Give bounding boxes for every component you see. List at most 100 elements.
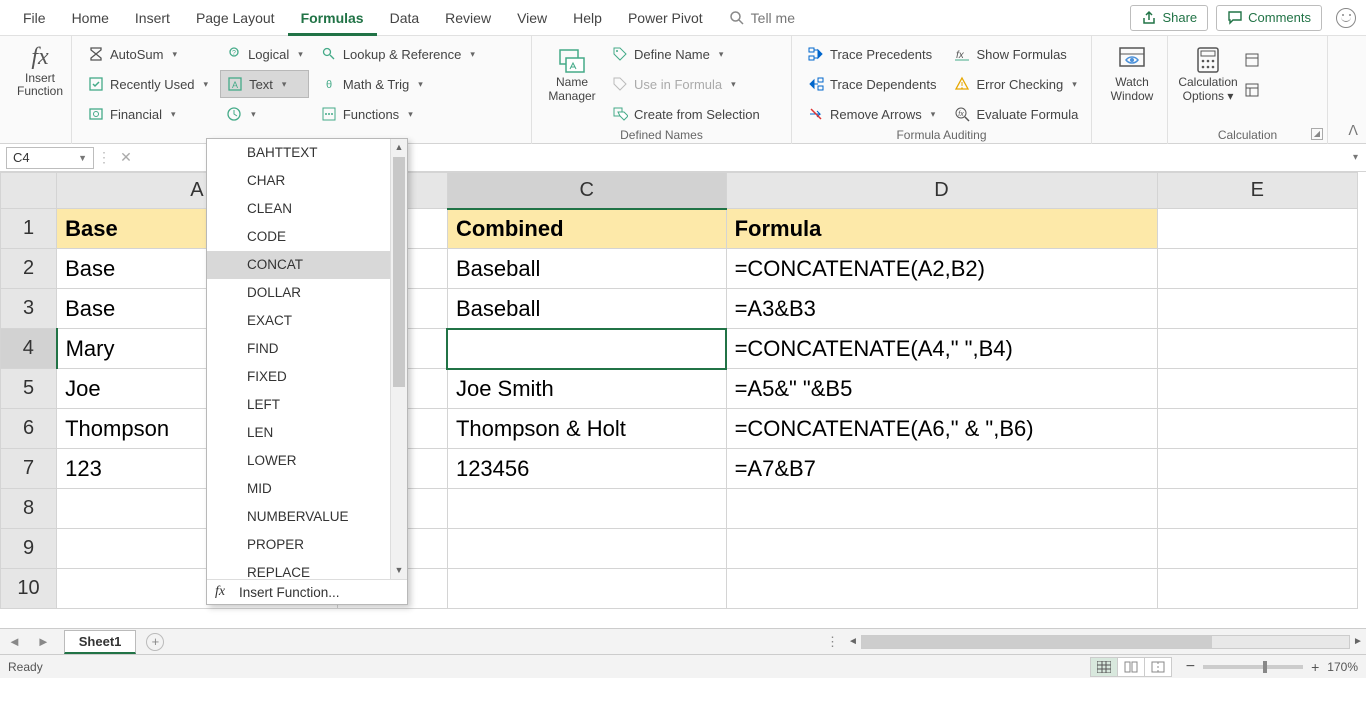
dropdown-item-numbervalue[interactable]: NUMBERVALUE [207,503,407,531]
row-header[interactable]: 7 [1,449,57,489]
cell-E6[interactable] [1157,409,1358,449]
row-header[interactable]: 2 [1,249,57,289]
dropdown-item-dollar[interactable]: DOLLAR [207,279,407,307]
define-name-button[interactable]: Define Name [606,40,766,68]
zoom-out-button[interactable]: − [1186,658,1195,676]
cell-D7[interactable]: =A7&B7 [726,449,1157,489]
expand-formula-bar-button[interactable]: ▾ [1353,152,1358,163]
row-header[interactable]: 3 [1,289,57,329]
name-box-dropdown-icon[interactable]: ▼ [78,153,87,163]
cell-D10[interactable] [726,569,1157,609]
tab-file[interactable]: File [10,0,59,36]
calc-dialog-launcher[interactable]: ◢ [1311,128,1323,140]
tell-me[interactable]: Tell me [716,0,808,36]
zoom-level[interactable]: 170% [1327,660,1358,674]
dropdown-item-fixed[interactable]: FIXED [207,363,407,391]
spreadsheet-grid[interactable]: A B C D E 1BaseCombinedFormula2BaseBaseb… [0,172,1366,628]
cell-D2[interactable]: =CONCATENATE(A2,B2) [726,249,1157,289]
tab-review[interactable]: Review [432,0,504,36]
dropdown-item-concat[interactable]: CONCAT [207,251,407,279]
row-header[interactable]: 5 [1,369,57,409]
dropdown-item-len[interactable]: LEN [207,419,407,447]
text-button[interactable]: AText [220,70,309,98]
cell-E9[interactable] [1157,529,1358,569]
calculate-now-button[interactable] [1242,46,1262,74]
recently-used-button[interactable]: Recently Used [82,70,214,98]
dropdown-item-left[interactable]: LEFT [207,391,407,419]
select-all-corner[interactable] [1,173,57,209]
calculate-sheet-button[interactable] [1242,76,1262,104]
cancel-formula-button[interactable]: ✕ [114,149,138,166]
tab-view[interactable]: View [504,0,560,36]
cell-E7[interactable] [1157,449,1358,489]
cell-E5[interactable] [1157,369,1358,409]
dropdown-item-exact[interactable]: EXACT [207,307,407,335]
dropdown-insert-function[interactable]: fx Insert Function... [207,579,407,604]
view-normal-button[interactable] [1090,657,1118,677]
row-header[interactable]: 9 [1,529,57,569]
scroll-up-icon[interactable]: ▲ [391,139,407,156]
calculation-options-button[interactable]: Calculation Options ▾ [1178,40,1238,104]
row-header[interactable]: 1 [1,209,57,249]
trace-precedents-button[interactable]: Trace Precedents [802,40,942,68]
new-sheet-button[interactable]: + [146,633,164,651]
cell-E8[interactable] [1157,489,1358,529]
cell-E2[interactable] [1157,249,1358,289]
hscroll-left-icon[interactable]: ◄ [845,636,861,647]
zoom-in-button[interactable]: + [1311,659,1319,675]
error-checking-button[interactable]: Error Checking [948,70,1084,98]
show-formulas-button[interactable]: fxShow Formulas [948,40,1084,68]
cell-C2[interactable]: Baseball [447,249,726,289]
hscroll-thumb[interactable] [862,636,1212,648]
dropdown-item-code[interactable]: CODE [207,223,407,251]
cell-E1[interactable] [1157,209,1358,249]
more-functions-button[interactable]: Functions [315,100,481,128]
dropdown-item-mid[interactable]: MID [207,475,407,503]
lookup-reference-button[interactable]: Lookup & Reference [315,40,481,68]
cell-C1[interactable]: Combined [447,209,726,249]
tab-home[interactable]: Home [59,0,122,36]
cell-D9[interactable] [726,529,1157,569]
dropdown-item-char[interactable]: CHAR [207,167,407,195]
tab-help[interactable]: Help [560,0,615,36]
autosum-button[interactable]: AutoSum [82,40,214,68]
use-in-formula-button[interactable]: Use in Formula [606,70,766,98]
dropdown-item-proper[interactable]: PROPER [207,531,407,559]
dropdown-item-replace[interactable]: REPLACE [207,559,407,579]
cell-D6[interactable]: =CONCATENATE(A6," & ",B6) [726,409,1157,449]
zoom-slider[interactable] [1203,665,1303,669]
scroll-down-icon[interactable]: ▼ [391,562,407,579]
insert-function-button[interactable]: fx Insert Function [10,40,70,99]
remove-arrows-button[interactable]: Remove Arrows [802,100,942,128]
cell-E4[interactable] [1157,329,1358,369]
scroll-thumb[interactable] [393,157,405,387]
dropdown-item-clean[interactable]: CLEAN [207,195,407,223]
tab-data[interactable]: Data [377,0,433,36]
dropdown-item-bahttext[interactable]: BAHTTEXT [207,139,407,167]
name-manager-button[interactable]: Name Manager [542,40,602,128]
cell-C8[interactable] [447,489,726,529]
tab-nav-next[interactable]: ► [29,634,58,649]
name-box[interactable]: C4 ▼ [6,147,94,169]
cell-D1[interactable]: Formula [726,209,1157,249]
cell-D3[interactable]: =A3&B3 [726,289,1157,329]
trace-dependents-button[interactable]: Trace Dependents [802,70,942,98]
dropdown-scrollbar[interactable]: ▲ ▼ [390,139,407,579]
cell-C6[interactable]: Thompson & Holt [447,409,726,449]
name-box-resize[interactable]: ⋮ [94,149,114,166]
row-header[interactable]: 10 [1,569,57,609]
financial-button[interactable]: Financial [82,100,214,128]
dropdown-item-find[interactable]: FIND [207,335,407,363]
cell-D4[interactable]: =CONCATENATE(A4," ",B4) [726,329,1157,369]
row-header[interactable]: 4 [1,329,57,369]
tab-page-layout[interactable]: Page Layout [183,0,288,36]
logical-button[interactable]: ?Logical [220,40,309,68]
tab-nav-prev[interactable]: ◄ [0,634,29,649]
feedback-icon[interactable] [1336,8,1356,28]
hscroll-right-icon[interactable]: ► [1350,636,1366,647]
tab-formulas[interactable]: Formulas [288,0,377,36]
view-page-layout-button[interactable] [1117,657,1145,677]
col-header-C[interactable]: C [447,173,726,209]
col-header-E[interactable]: E [1157,173,1358,209]
sheet-tab-sheet1[interactable]: Sheet1 [64,630,137,654]
